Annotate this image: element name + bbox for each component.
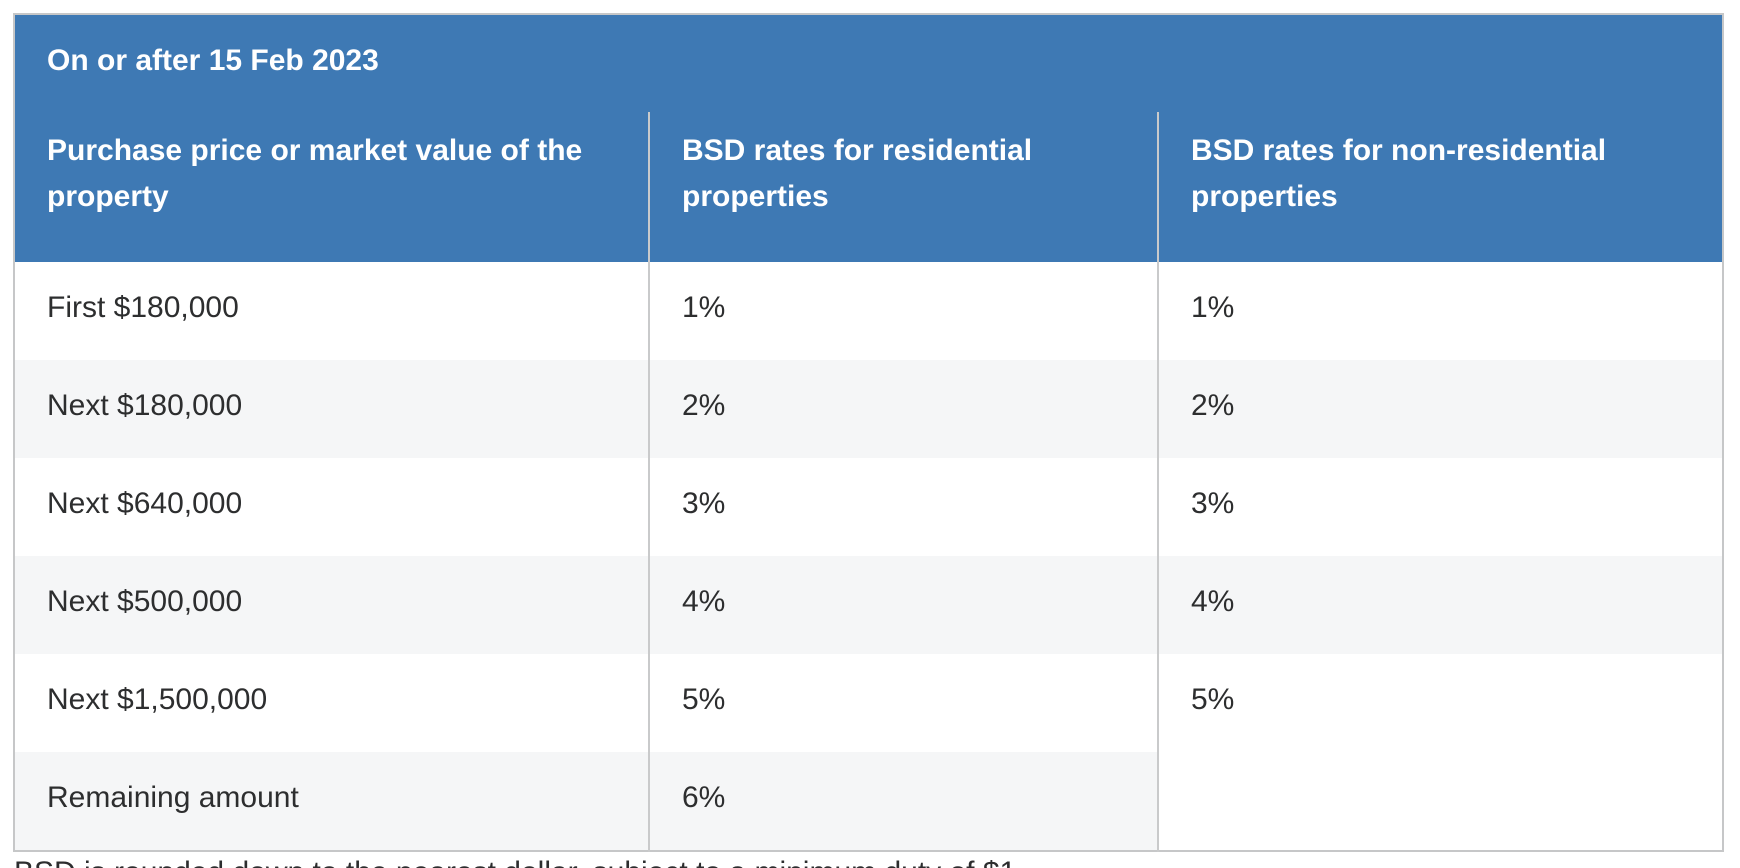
- tier-cell: Next $500,000: [14, 556, 649, 654]
- table-row: Next $500,000 4% 4%: [14, 556, 1724, 654]
- non-residential-rate-cell: 3%: [1156, 458, 1724, 556]
- table-header-row: Purchase price or market value of the pr…: [14, 112, 1724, 262]
- non-residential-rate-cell: 1%: [1156, 262, 1724, 360]
- tier-cell: Remaining amount: [14, 752, 649, 851]
- table-title: On or after 15 Feb 2023: [14, 14, 1724, 112]
- column-header-residential: BSD rates for residential properties: [648, 112, 1158, 262]
- bsd-rounding-footnote: BSD is rounded down to the nearest dolla…: [14, 854, 1016, 868]
- residential-rate-cell: 4%: [648, 556, 1158, 654]
- non-residential-rate-cell-merged: 5%: [1156, 654, 1724, 851]
- table-row: First $180,000 1% 1%: [14, 262, 1724, 360]
- residential-rate-cell: 3%: [648, 458, 1158, 556]
- non-residential-rate-cell: 4%: [1156, 556, 1724, 654]
- table-row: Next $640,000 3% 3%: [14, 458, 1724, 556]
- tier-cell: Next $640,000: [14, 458, 649, 556]
- tier-cell: First $180,000: [14, 262, 649, 360]
- column-header-non-residential: BSD rates for non-residential properties: [1156, 112, 1724, 262]
- bsd-rates-table: On or after 15 Feb 2023 Purchase price o…: [13, 13, 1725, 852]
- residential-rate-cell: 2%: [648, 360, 1158, 458]
- table-row: Next $1,500,000 5% 5%: [14, 654, 1724, 851]
- table-title-row: On or after 15 Feb 2023: [14, 14, 1724, 112]
- tier-cell: Next $180,000: [14, 360, 649, 458]
- residential-rate-cell: 1%: [648, 262, 1158, 360]
- bsd-rates-table-wrapper: On or after 15 Feb 2023 Purchase price o…: [13, 13, 1725, 852]
- table-row: Next $180,000 2% 2%: [14, 360, 1724, 458]
- non-residential-rate-cell: 2%: [1156, 360, 1724, 458]
- tier-cell: Next $1,500,000: [14, 654, 649, 752]
- residential-rate-cell: 5%: [648, 654, 1158, 752]
- column-header-price: Purchase price or market value of the pr…: [14, 112, 649, 262]
- table-row: Remaining amount 6%: [14, 752, 1723, 851]
- residential-rate-cell: 6%: [648, 752, 1158, 851]
